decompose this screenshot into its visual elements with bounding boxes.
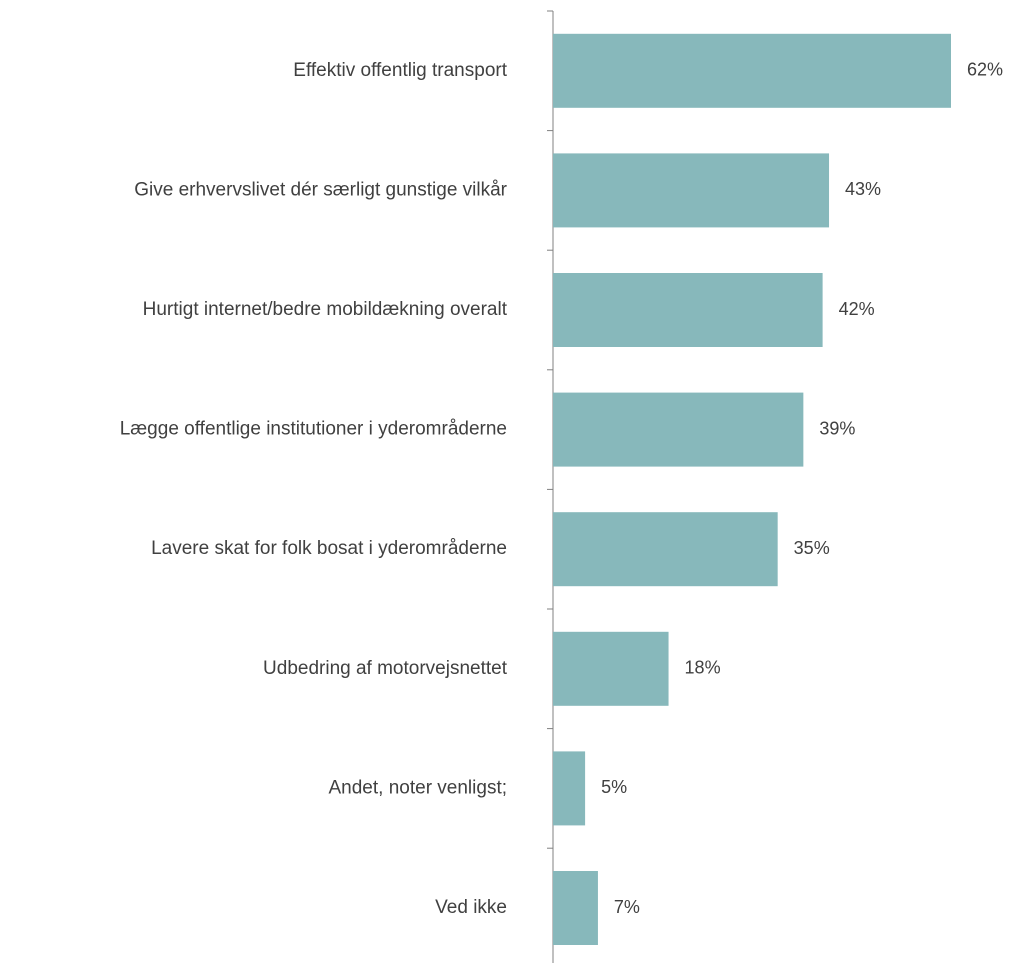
category-label: Andet, noter venligst;	[329, 777, 508, 798]
category-label: Effektiv offentlig transport	[293, 60, 507, 81]
data-label: 5%	[601, 777, 627, 797]
bar	[553, 512, 778, 587]
category-label: Lægge offentlige institutioner i yderomr…	[120, 419, 507, 440]
data-label: 35%	[794, 538, 830, 558]
bars	[553, 33, 951, 945]
category-label: Give erhvervslivet dér særligt gunstige …	[134, 179, 507, 200]
y-axis	[547, 10, 554, 963]
data-label: 39%	[819, 418, 855, 438]
data-label: 43%	[845, 179, 881, 199]
bar	[553, 871, 598, 945]
bar	[553, 153, 830, 228]
category-label: Hurtigt internet/bedre mobildækning over…	[143, 299, 508, 320]
bar	[553, 33, 951, 108]
bar	[553, 273, 823, 347]
data-label: 62%	[967, 60, 1003, 80]
bar	[553, 392, 804, 467]
category-label: Udbedring af motorvejsnettet	[263, 658, 508, 679]
category-label: Ved ikke	[435, 897, 507, 918]
bar	[553, 751, 586, 826]
labels: Effektiv offentlig transport 62% Give erhv…	[120, 60, 1003, 918]
category-label: Lavere skat for folk bosat i yderområder…	[151, 538, 507, 559]
bar	[553, 631, 669, 706]
data-label: 18%	[685, 658, 721, 678]
data-label: 7%	[614, 897, 640, 917]
data-label: 42%	[839, 299, 875, 319]
